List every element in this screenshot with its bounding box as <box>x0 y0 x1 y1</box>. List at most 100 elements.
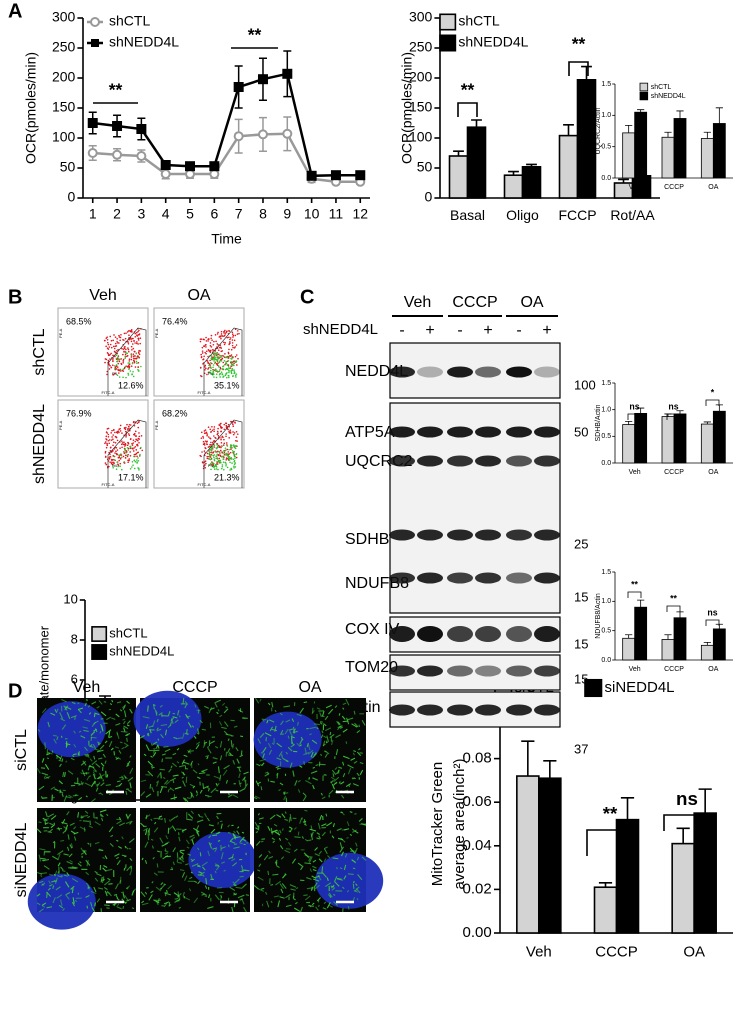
flow-dot <box>213 376 215 378</box>
mitochondria <box>95 763 101 768</box>
flow-dot <box>136 439 138 441</box>
mitochondria <box>216 711 219 715</box>
mitochondria <box>141 857 144 861</box>
flow-dot <box>229 431 232 433</box>
significance-bracket <box>705 399 720 406</box>
flow-dot <box>123 443 126 446</box>
flow-dot <box>106 444 109 447</box>
y-tick-label: 0.08 <box>463 750 492 767</box>
band <box>475 665 501 677</box>
mitochondria <box>190 836 196 841</box>
mitochondria <box>148 894 153 901</box>
mitochondria <box>43 775 51 780</box>
protein-label: SDHB <box>345 531 389 548</box>
mitochondria <box>64 894 70 900</box>
flow-dot <box>110 366 113 369</box>
y-tick-label: 200 <box>409 69 433 85</box>
mitochondria <box>66 860 73 865</box>
mitochondria <box>80 760 87 766</box>
flow-dot <box>122 455 125 458</box>
mitochondria <box>279 782 284 786</box>
mitochondria <box>156 863 159 868</box>
flow-dot <box>199 454 202 457</box>
mitochondria <box>207 745 209 749</box>
flow-dot <box>206 440 208 443</box>
flow-dot <box>116 461 118 463</box>
mitochondria <box>326 735 329 742</box>
flow-dot <box>120 456 123 459</box>
mitochondria <box>67 714 71 720</box>
flow-dot <box>224 333 227 335</box>
mitochondria <box>94 748 101 752</box>
flow-dot <box>215 368 217 371</box>
flow-dot <box>219 336 222 338</box>
flow-dot <box>226 448 229 451</box>
flow-dot <box>206 433 209 435</box>
flow-dot <box>204 344 207 346</box>
mitochondria <box>203 741 208 744</box>
flow-dot <box>234 462 237 464</box>
flow-dot <box>118 360 121 363</box>
flow-dot <box>122 339 125 341</box>
mitochondria <box>284 811 287 814</box>
flow-dot <box>123 451 125 453</box>
mitochondria <box>62 908 65 911</box>
mitochondria <box>103 886 108 891</box>
mitochondria <box>179 851 185 855</box>
mitochondria <box>84 810 89 814</box>
mitochondria <box>84 702 87 707</box>
mitochondria <box>309 839 312 841</box>
flow-dot <box>114 435 117 438</box>
flow-dot <box>126 331 129 333</box>
mitochondria <box>343 828 350 831</box>
significance-bracket <box>705 619 720 626</box>
mitochondria <box>351 723 358 728</box>
mitochondria <box>62 870 66 872</box>
flow-dot <box>126 423 128 426</box>
mitochondria <box>65 891 71 896</box>
mitochondria <box>107 877 111 881</box>
flow-dot <box>206 452 209 455</box>
lane-sign: - <box>399 322 404 339</box>
flow-dot <box>108 368 111 370</box>
mitochondria <box>45 811 48 818</box>
legend-label: shCTL <box>458 13 499 29</box>
legend-swatch <box>439 34 457 52</box>
band <box>417 426 443 438</box>
mitochondria <box>48 880 51 885</box>
band <box>417 665 443 677</box>
flow-dot <box>226 356 229 359</box>
mitochondria <box>170 816 176 821</box>
mitochondria <box>46 891 52 897</box>
mitochondria <box>141 902 149 906</box>
mitochondria <box>156 744 159 749</box>
mitochondria <box>77 862 82 867</box>
flow-dot <box>225 442 228 444</box>
flow-dot <box>107 436 110 438</box>
mitochondria <box>99 730 102 734</box>
band <box>475 572 501 584</box>
mitochondria <box>330 739 334 746</box>
flow-dot <box>108 354 111 356</box>
mitochondria <box>270 900 273 904</box>
mitochondria <box>289 762 293 769</box>
mitochondria <box>327 708 334 715</box>
mitochondria <box>206 756 209 760</box>
y-tick-label: 100 <box>409 129 433 145</box>
mitochondria <box>346 717 354 721</box>
x-tick-label: CCCP <box>664 184 684 191</box>
flow-dot <box>135 435 138 437</box>
mitochondria <box>339 846 344 853</box>
flow-dot <box>129 447 132 450</box>
flow-dot <box>115 450 117 453</box>
x-tick-label: Veh <box>526 943 552 960</box>
lane-sign: - <box>457 322 462 339</box>
flow-dot <box>230 446 233 449</box>
flow-dot <box>132 439 135 441</box>
mitochondria <box>61 793 64 797</box>
flow-dot <box>112 429 115 431</box>
flow-dot <box>106 370 109 373</box>
mitochondria <box>352 883 355 889</box>
y-tick-label: 0 <box>68 189 76 205</box>
mitochondria <box>235 747 239 752</box>
